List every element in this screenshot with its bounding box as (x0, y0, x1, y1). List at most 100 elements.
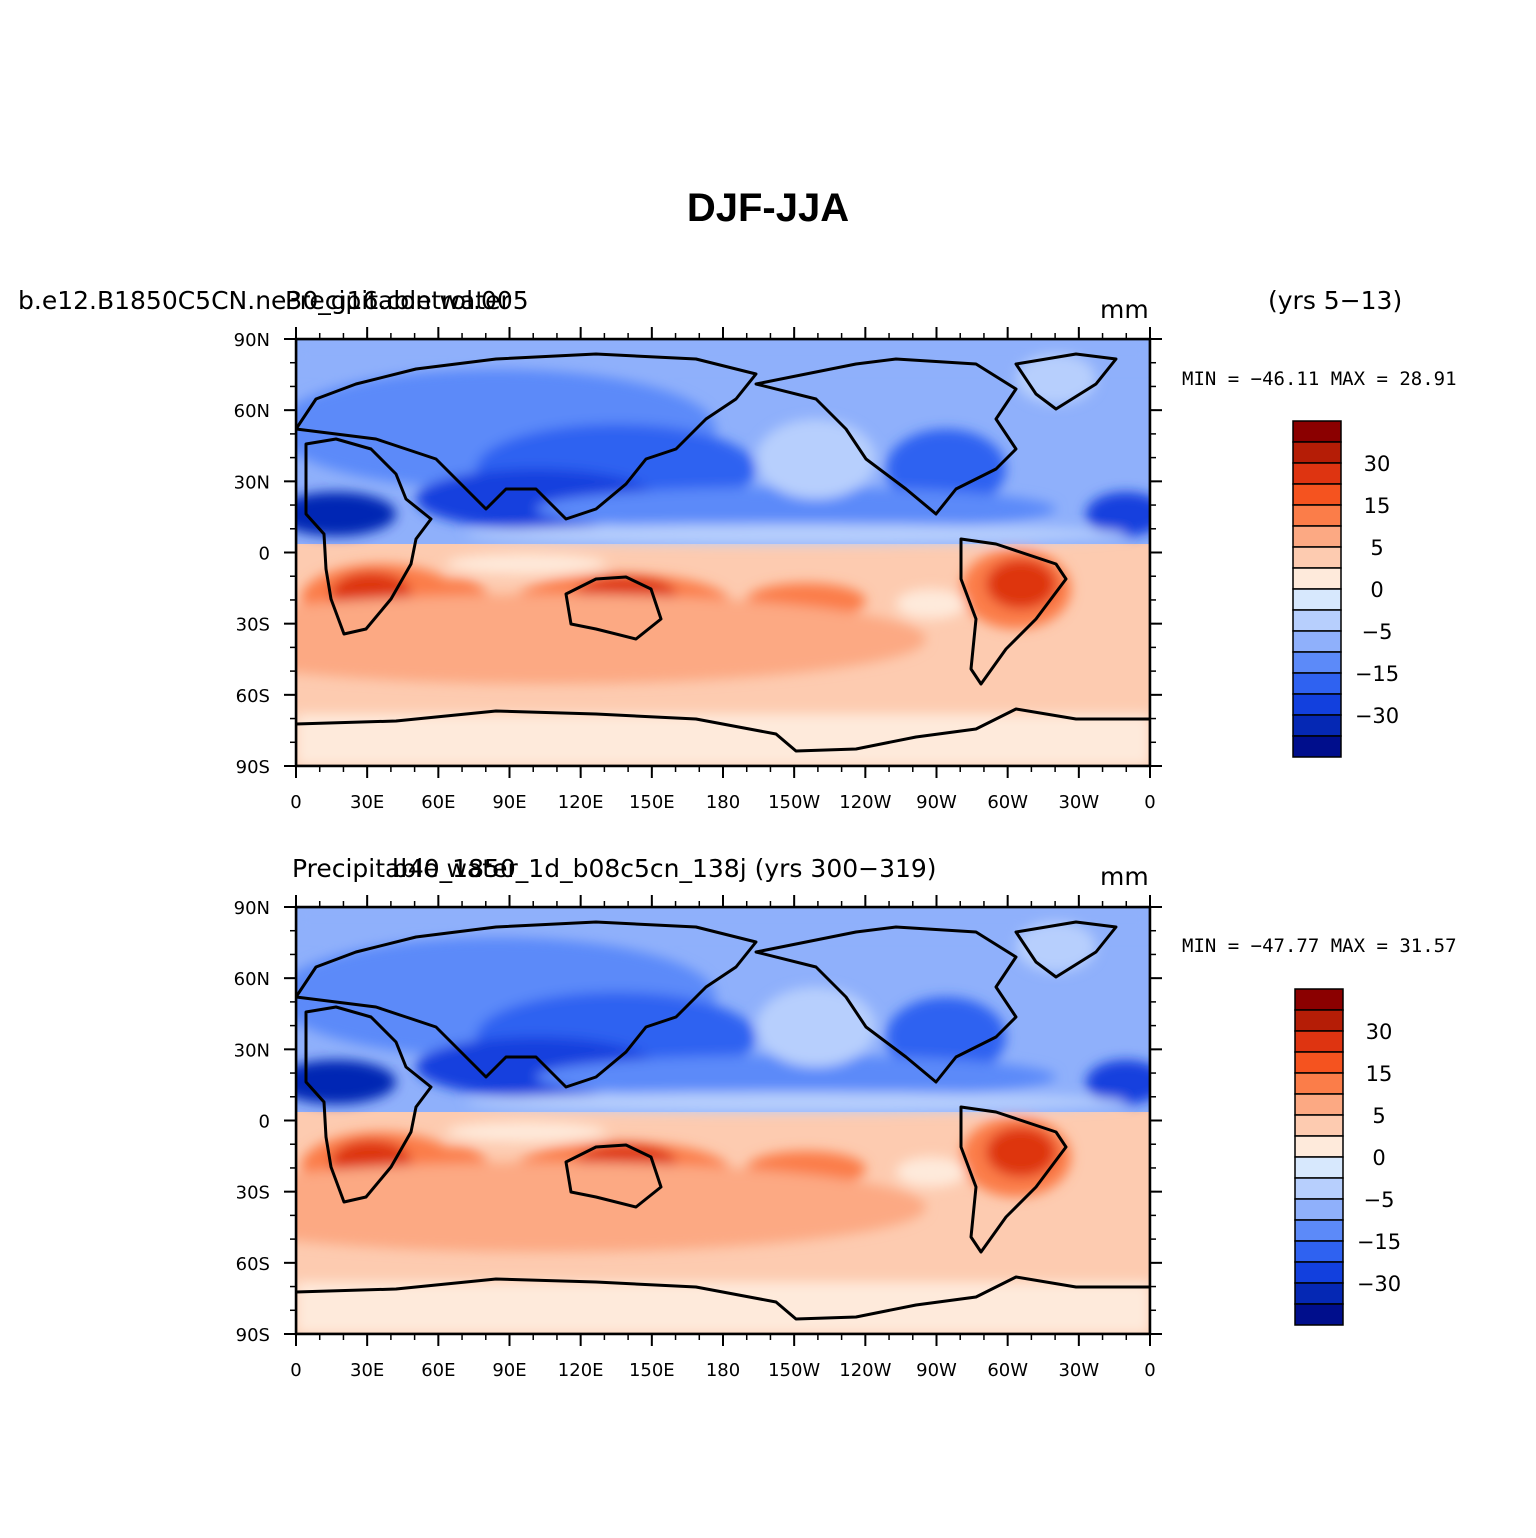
lon-tick-label: 0 (1144, 1360, 1155, 1381)
lat-tick-label: 60N (234, 401, 270, 422)
lon-tick-label: 120W (839, 792, 891, 813)
colorbar-label: −15 (1355, 662, 1399, 686)
lon-tick-label: 120E (558, 1360, 604, 1381)
colorbar-label: 5 (1370, 536, 1383, 560)
colorbar-swatch (1294, 1030, 1344, 1053)
colorbar-swatch (1292, 588, 1342, 611)
colorbar-swatch (1294, 988, 1344, 1011)
colorbar-swatch (1294, 1240, 1344, 1263)
colorbar-swatch (1292, 525, 1342, 548)
lat-tick-label: 90S (236, 757, 270, 778)
colorbar-label: −30 (1357, 1272, 1401, 1296)
lon-tick-label: 150W (768, 1360, 820, 1381)
colorbar-swatch (1294, 1072, 1344, 1095)
colorbar-label: 15 (1364, 494, 1391, 518)
lon-tick-label: 150E (629, 1360, 675, 1381)
colorbar-swatch (1294, 1303, 1344, 1326)
colorbar-swatch (1292, 441, 1342, 464)
lat-tick-label: 60N (234, 969, 270, 990)
colorbar-swatch (1292, 567, 1342, 590)
lon-tick-label: 0 (1144, 792, 1155, 813)
colorbar-swatch (1292, 714, 1342, 737)
colorbar-swatch (1292, 462, 1342, 485)
panel2-min-max: MIN = −47.77 MAX = 31.57 (1182, 935, 1457, 957)
colorbar-swatch (1292, 546, 1342, 569)
colorbar-swatch (1292, 735, 1342, 758)
colorbar-swatch (1292, 651, 1342, 674)
panel1-units: mm (1100, 295, 1149, 324)
lon-tick-label: 180 (706, 792, 740, 813)
colorbar-swatch (1294, 1219, 1344, 1242)
colorbar-swatch (1292, 483, 1342, 506)
colorbar-swatch (1292, 420, 1342, 443)
colorbar-swatch (1294, 1051, 1344, 1074)
lat-tick-label: 60S (236, 1254, 270, 1275)
colorbar-label: −30 (1355, 704, 1399, 728)
colorbar-swatch (1294, 1009, 1344, 1032)
colorbar-swatch (1292, 630, 1342, 653)
colorbar-label: −15 (1357, 1230, 1401, 1254)
colorbar-label: 30 (1364, 452, 1391, 476)
panel1-variable-title: Precipitable water (285, 286, 511, 315)
panel2-map (166, 907, 1166, 1334)
axis-ticks: 90N 60N 30N 0 30S 60S 90S 0 30E 60E 90E 120E 150E 180… (234, 327, 1162, 1381)
lon-tick-label: 30W (1058, 792, 1099, 813)
lon-tick-label: 120W (839, 1360, 891, 1381)
lon-tick-label: 180 (706, 1360, 740, 1381)
colorbar-label: −5 (1362, 620, 1393, 644)
lat-tick-label: 0 (259, 1112, 270, 1133)
colorbar-label: 0 (1370, 578, 1383, 602)
colorbar-swatch (1294, 1198, 1344, 1221)
colorbar-swatch (1294, 1093, 1344, 1116)
lon-tick-label: 60E (421, 1360, 455, 1381)
lat-tick-label: 30N (234, 1040, 270, 1061)
panel2-units: mm (1100, 862, 1149, 891)
lon-tick-label: 90W (916, 792, 957, 813)
lat-tick-label: 30S (236, 1183, 270, 1204)
colorbar-label: 30 (1366, 1020, 1393, 1044)
panel1-map (166, 339, 1166, 766)
colorbar-label: 5 (1372, 1104, 1385, 1128)
lon-tick-label: 120E (558, 792, 604, 813)
lon-tick-label: 150E (629, 792, 675, 813)
figure-title: DJF-JJA (686, 186, 850, 230)
panel1-min-max: MIN = −46.11 MAX = 28.91 (1182, 368, 1457, 390)
lon-tick-label: 30E (350, 1360, 384, 1381)
lon-tick-label: 30E (350, 792, 384, 813)
lat-tick-label: 0 (259, 544, 270, 565)
lat-tick-label: 30N (234, 472, 270, 493)
panel1-case-title: b.e12.B1850C5CN.ne30_g16.control.005 (18, 286, 529, 315)
colorbar-label: 0 (1372, 1146, 1385, 1170)
colorbar-swatch (1292, 504, 1342, 527)
panel2-variable-title: Precipitable water (292, 854, 518, 883)
colorbar-swatch (1294, 1114, 1344, 1137)
lon-tick-label: 0 (290, 1360, 301, 1381)
lat-tick-label: 90N (234, 898, 270, 919)
colorbar-swatch (1292, 672, 1342, 695)
panel1-years: (yrs 5−13) (1268, 286, 1403, 315)
panel2-case-title: b40_1850_1d_b08c5cn_138j (yrs 300−319) (392, 854, 937, 883)
colorbar-swatch (1294, 1177, 1344, 1200)
lat-tick-label: 30S (236, 615, 270, 636)
colorbar-swatch (1294, 1261, 1344, 1284)
colorbars: 30 15 5 0 −5 −15 −30 30 15 5 0 −5 −15 −30 (1292, 420, 1401, 1326)
colorbar-label: 15 (1366, 1062, 1393, 1086)
colorbar-swatch (1292, 693, 1342, 716)
lon-tick-label: 60E (421, 792, 455, 813)
lon-tick-label: 150W (768, 792, 820, 813)
colorbar-swatch (1294, 1135, 1344, 1158)
lon-tick-label: 60W (987, 1360, 1028, 1381)
colorbar-swatch (1294, 1156, 1344, 1179)
colorbar-swatch (1294, 1282, 1344, 1305)
lat-tick-label: 90S (236, 1325, 270, 1346)
colorbar-swatch (1292, 609, 1342, 632)
lat-tick-label: 60S (236, 686, 270, 707)
colorbar-label: −5 (1364, 1188, 1395, 1212)
lon-tick-label: 30W (1058, 1360, 1099, 1381)
lat-tick-label: 90N (234, 330, 270, 351)
lon-tick-label: 0 (290, 792, 301, 813)
lon-tick-label: 90W (916, 1360, 957, 1381)
lon-tick-label: 90E (492, 792, 526, 813)
lon-tick-label: 60W (987, 792, 1028, 813)
